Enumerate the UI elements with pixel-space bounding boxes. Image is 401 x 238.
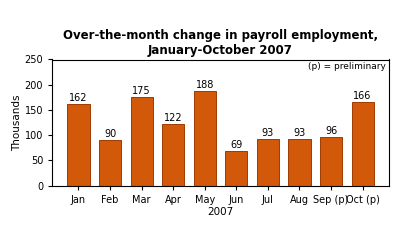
Bar [194,91,216,186]
Text: 93: 93 [294,128,306,138]
Title: Over-the-month change in payroll employment,
January-October 2007: Over-the-month change in payroll employm… [63,29,378,57]
Bar [288,139,310,186]
Text: 162: 162 [69,93,88,103]
Text: 166: 166 [353,91,372,101]
Y-axis label: Thousands: Thousands [12,94,22,151]
Text: 122: 122 [164,113,182,123]
Bar [320,137,342,186]
Bar [257,139,279,186]
Bar [162,124,184,186]
Text: 188: 188 [196,80,214,90]
Text: (p) = preliminary: (p) = preliminary [308,62,386,71]
Bar [67,104,89,186]
Text: 93: 93 [262,128,274,138]
Bar [225,151,247,186]
Bar [131,97,153,186]
Text: 175: 175 [132,86,151,96]
Text: 96: 96 [325,126,337,136]
Bar [352,102,374,186]
Text: 90: 90 [104,129,116,139]
Text: 69: 69 [230,140,243,150]
Bar [99,140,121,186]
X-axis label: 2007: 2007 [207,208,234,218]
